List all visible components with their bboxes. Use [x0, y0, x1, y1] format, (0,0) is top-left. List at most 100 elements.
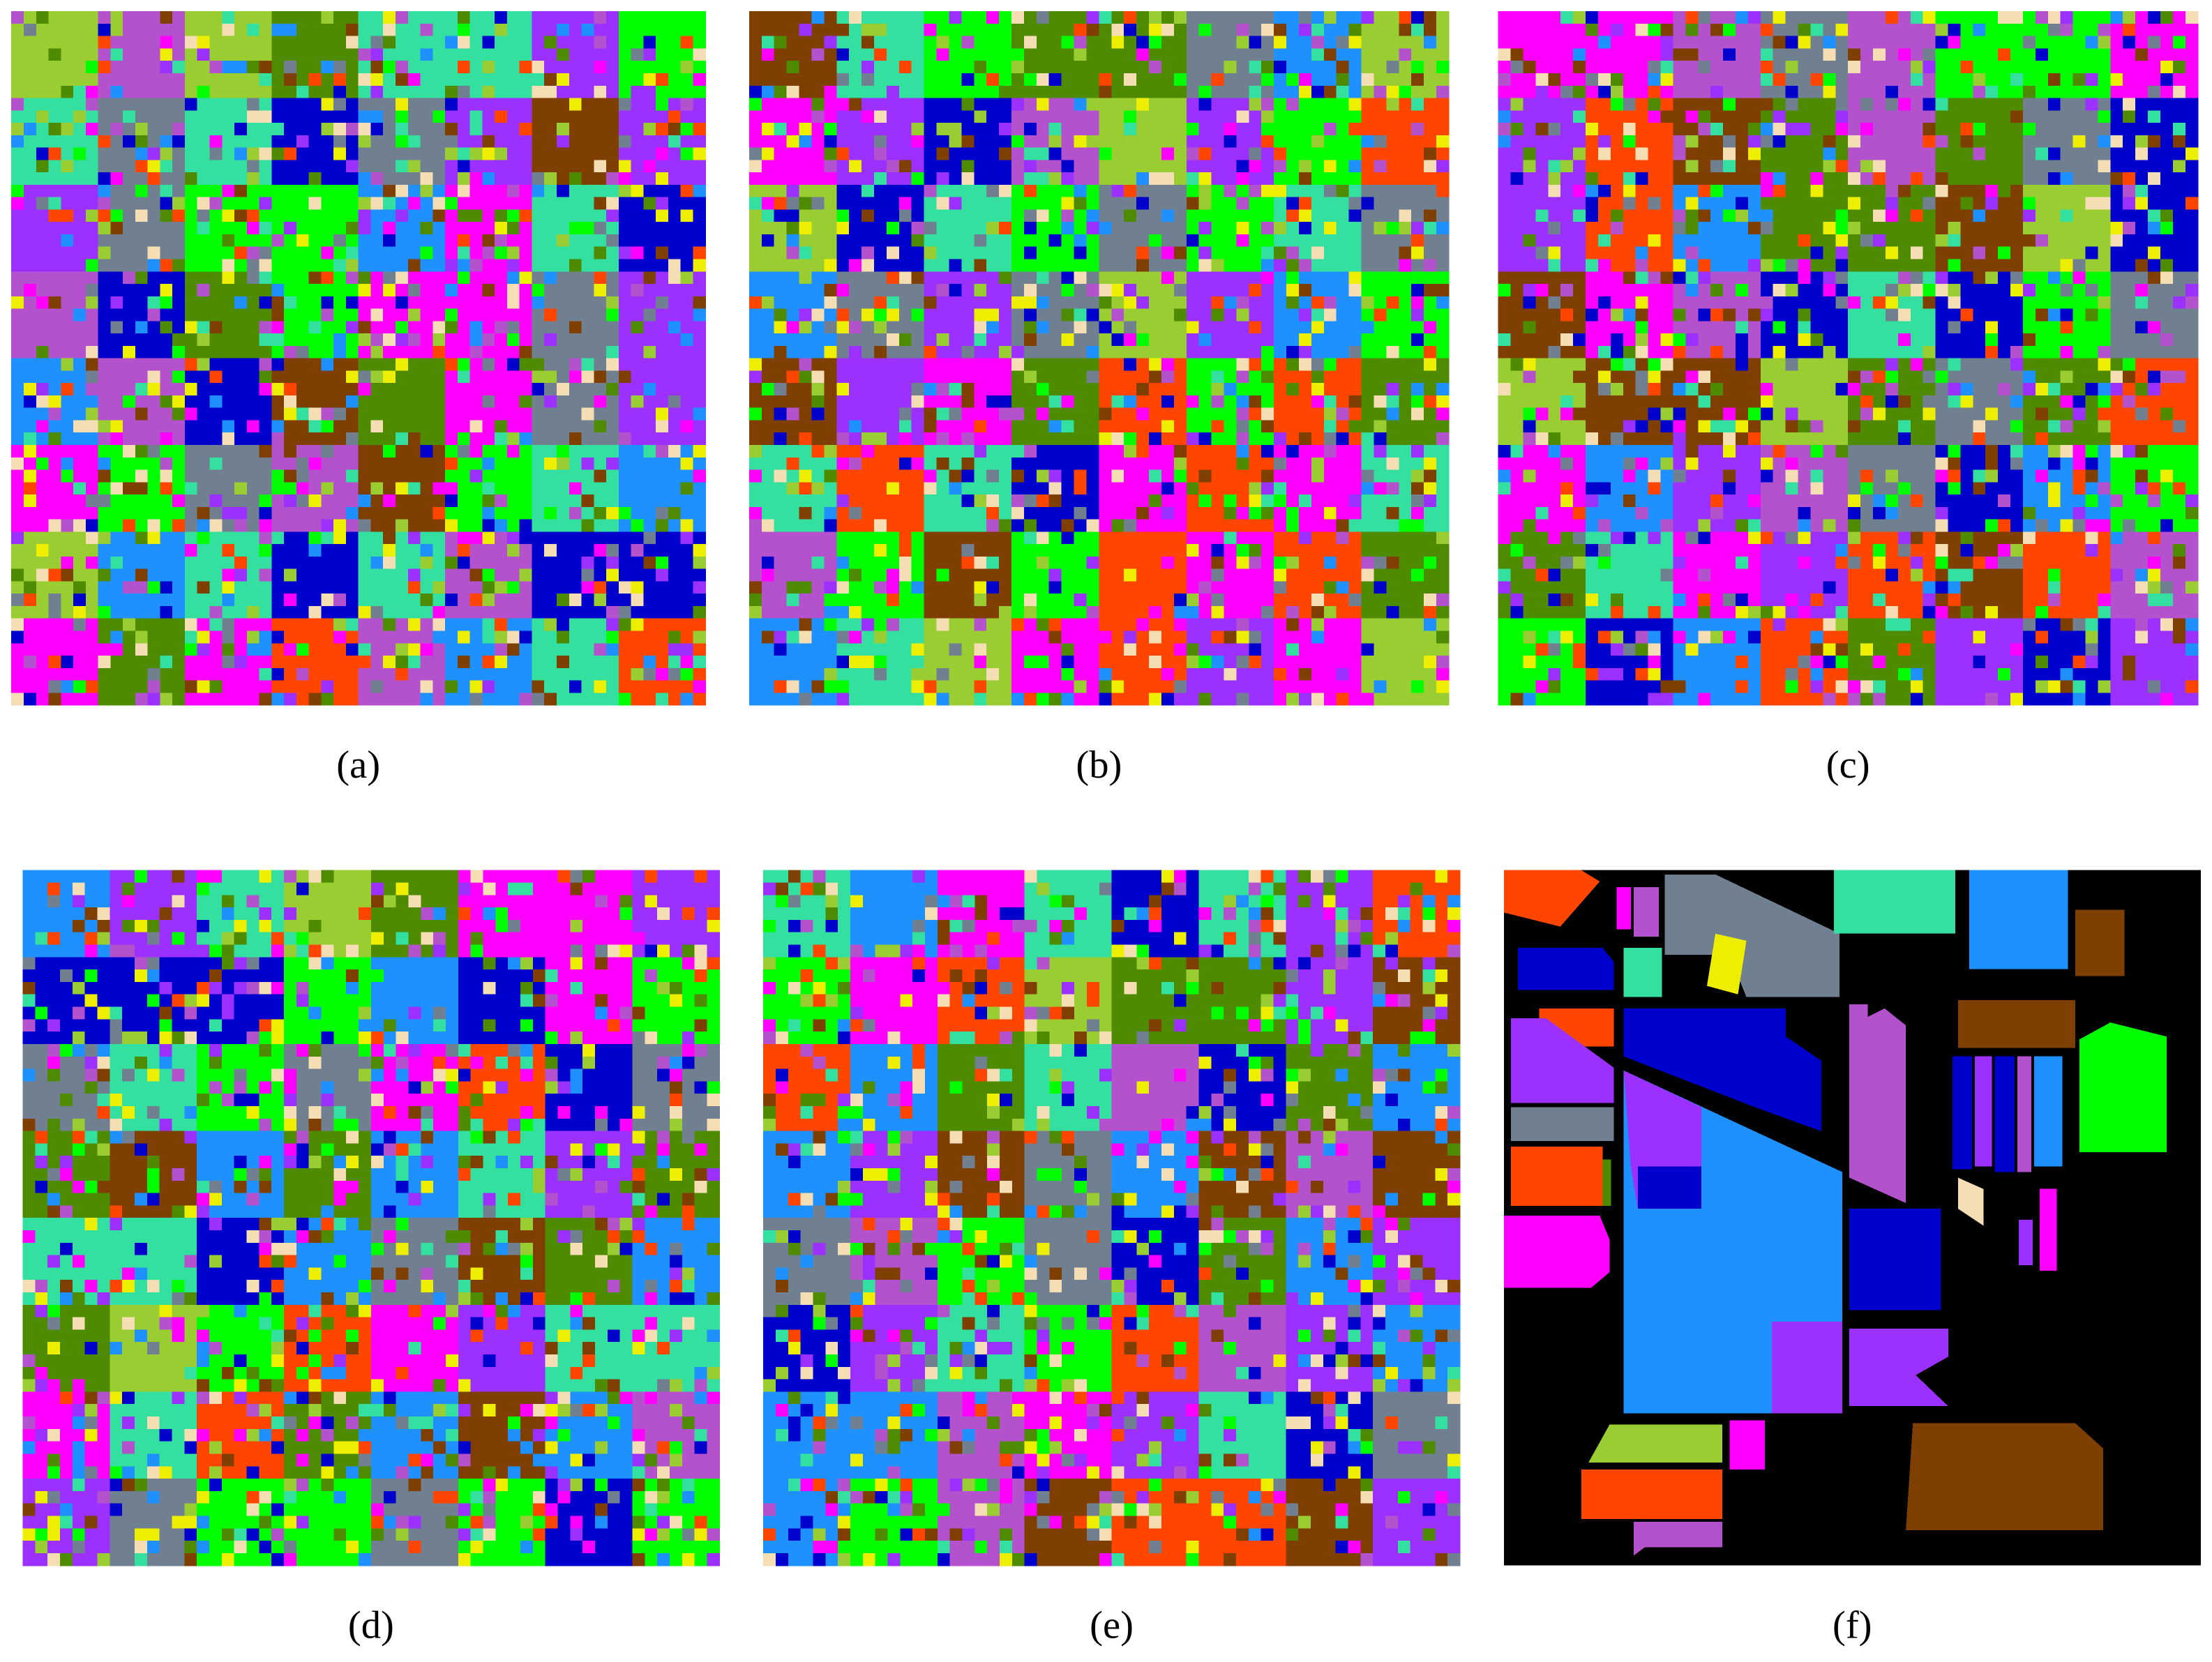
pixel — [631, 445, 644, 458]
pixel — [1124, 86, 1137, 98]
pixel — [495, 197, 507, 210]
pixel — [61, 594, 73, 606]
pixel — [61, 197, 73, 210]
pixel — [396, 693, 408, 705]
pixel — [1024, 135, 1037, 148]
pixel — [619, 358, 631, 371]
pixel — [445, 458, 458, 470]
pixel — [1224, 247, 1237, 259]
pixel — [110, 458, 123, 470]
pixel — [247, 36, 259, 49]
pixel — [1311, 209, 1325, 222]
pixel — [1062, 36, 1075, 49]
pixel — [1212, 370, 1225, 383]
pixel — [482, 24, 495, 36]
pixel — [1224, 24, 1237, 36]
pixel — [1411, 197, 1424, 210]
pixel — [98, 408, 111, 421]
pixel — [36, 544, 49, 557]
pixel — [458, 11, 470, 24]
pixel — [1086, 209, 1099, 222]
pixel — [557, 470, 569, 483]
pixel — [259, 73, 272, 86]
pixel — [370, 520, 383, 532]
pixel — [359, 148, 371, 160]
pixel — [1111, 259, 1124, 272]
pixel — [284, 693, 296, 705]
pixel — [532, 271, 544, 284]
pixel — [1024, 408, 1037, 421]
pixel — [123, 606, 135, 619]
pixel — [11, 271, 24, 284]
pixel — [961, 148, 975, 160]
pixel — [507, 557, 520, 569]
pixel — [408, 693, 421, 705]
pixel — [271, 643, 284, 656]
pixel — [470, 234, 483, 247]
pixel — [811, 271, 825, 284]
pixel — [594, 656, 606, 668]
pixel — [1136, 222, 1150, 234]
pixel — [961, 172, 975, 185]
pixel — [160, 494, 172, 507]
pixel — [495, 185, 507, 197]
pixel — [247, 494, 259, 507]
pixel — [160, 408, 172, 421]
pixel — [222, 346, 234, 358]
pixel — [61, 370, 73, 383]
pixel — [421, 531, 433, 544]
pixel — [495, 520, 507, 532]
pixel — [1212, 321, 1225, 333]
pixel — [11, 544, 24, 557]
pixel — [470, 222, 483, 234]
pixel — [1086, 321, 1099, 333]
pixel — [296, 185, 309, 197]
pixel — [1261, 346, 1274, 358]
pixel — [681, 36, 693, 49]
pixel — [86, 123, 98, 135]
pixel — [110, 557, 123, 569]
pixel — [210, 681, 223, 693]
pixel — [172, 209, 185, 222]
pixel — [1199, 383, 1212, 395]
pixel — [148, 681, 160, 693]
pixel — [1311, 408, 1325, 421]
pixel — [408, 148, 421, 160]
pixel — [924, 309, 938, 322]
pixel — [445, 569, 458, 582]
pixel — [1062, 197, 1075, 210]
pixel — [495, 123, 507, 135]
pixel — [693, 259, 705, 272]
pixel — [606, 148, 619, 160]
pixel — [582, 271, 594, 284]
pixel — [1124, 309, 1137, 322]
pixel — [1349, 36, 1362, 49]
pixel — [284, 358, 296, 371]
pixel — [482, 643, 495, 656]
pixel — [1399, 271, 1412, 284]
pixel — [1411, 123, 1424, 135]
pixel — [1049, 346, 1062, 358]
pixel — [656, 420, 668, 432]
pixel — [408, 383, 421, 395]
pixel — [631, 222, 644, 234]
pixel — [1374, 222, 1387, 234]
pixel — [148, 383, 160, 395]
pixel — [569, 470, 582, 483]
pixel — [1274, 135, 1287, 148]
pixel — [899, 383, 912, 395]
pixel — [631, 656, 644, 668]
pixel — [631, 123, 644, 135]
pixel — [557, 148, 569, 160]
pixel — [148, 123, 160, 135]
pixel — [619, 73, 631, 86]
pixel — [1337, 370, 1350, 383]
pixel — [98, 656, 111, 668]
pixel — [849, 309, 862, 322]
pixel — [912, 86, 925, 98]
pixel — [1374, 36, 1387, 49]
pixel — [824, 321, 837, 333]
pixel — [1224, 408, 1237, 421]
pixel — [656, 643, 668, 656]
pixel — [619, 185, 631, 197]
